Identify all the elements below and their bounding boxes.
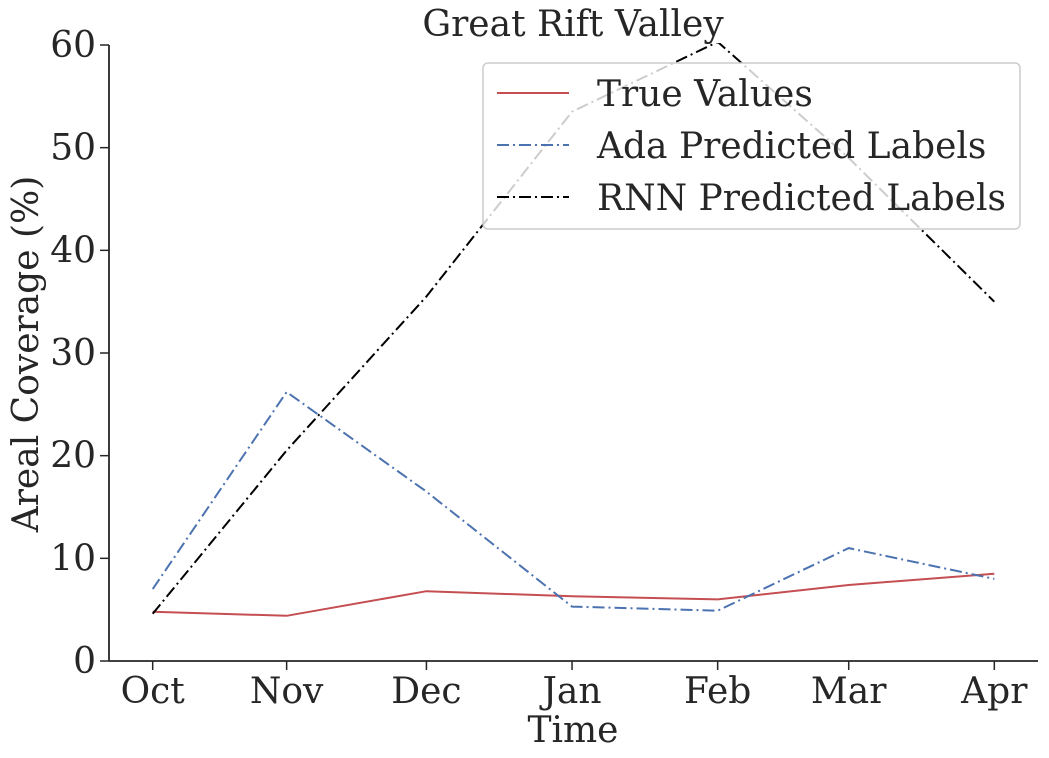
legend: True Values Ada Predicted Labels RNN Predi… [482, 62, 1021, 230]
x-tick-label: Feb [684, 671, 751, 712]
true-values-line [152, 572, 995, 617]
x-tick-label: Oct [121, 671, 186, 712]
axes: 0 10 20 30 40 50 60 Oct Nov Dec Jan Feb Mar Apr [50, 25, 1038, 712]
rnn-predicted-labels-legend-label: RNN Predicted Labels [597, 178, 1006, 219]
y-axis-label: Areal Coverage (%) [6, 176, 47, 534]
ada-predicted-labels-legend-label: Ada Predicted Labels [596, 126, 986, 167]
y-tick-label: 20 [50, 436, 96, 477]
y-tick-label: 0 [73, 641, 96, 682]
x-axis-label: Time [528, 710, 619, 751]
x-tick-label: Nov [250, 671, 324, 712]
true-values-legend-label: True Values [597, 74, 813, 115]
y-tick-label: 60 [50, 25, 96, 66]
y-tick-label: 50 [50, 128, 96, 169]
x-tick-label: Jan [538, 671, 601, 712]
y-tick-label: 10 [50, 538, 96, 579]
legend-box [482, 62, 1021, 230]
ada-predicted-labels-line [151, 390, 995, 612]
chart-title: Great Rift Valley [422, 4, 724, 45]
x-tick-label: Dec [391, 671, 461, 712]
x-tick-label: Mar [811, 671, 887, 712]
x-tick-label: Apr [960, 671, 1028, 712]
y-tick-label: 40 [50, 230, 96, 271]
y-tick-label: 30 [50, 333, 96, 374]
